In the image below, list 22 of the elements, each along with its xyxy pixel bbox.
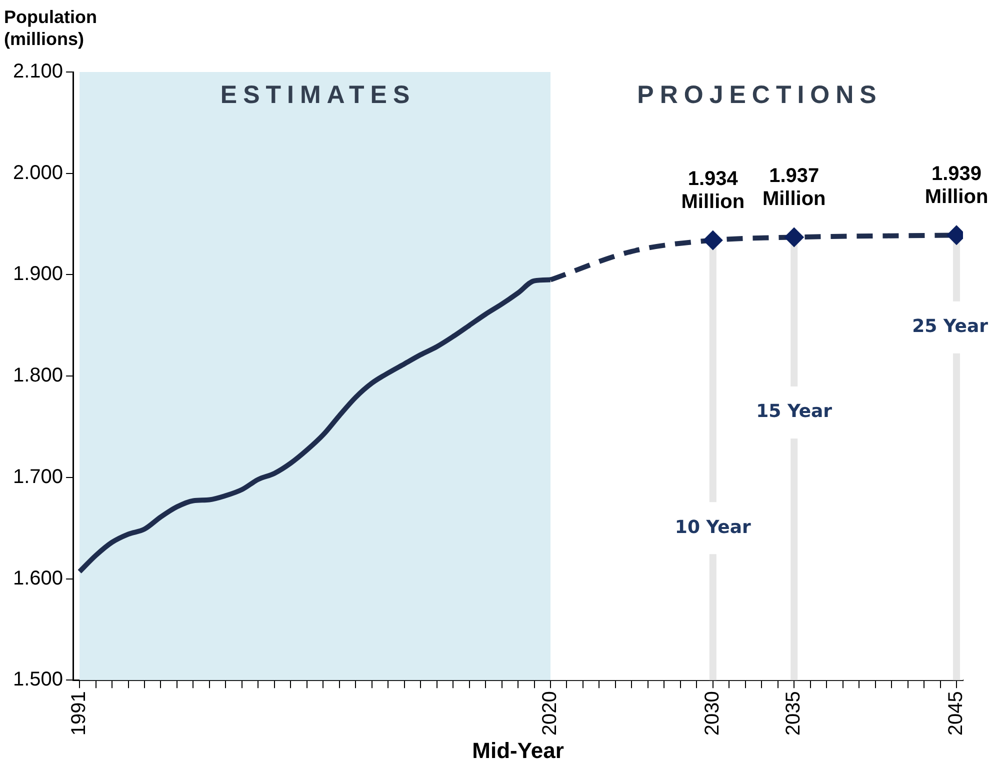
x-axis-title: Mid-Year xyxy=(472,738,564,763)
x-tick-label: 1991 xyxy=(68,691,90,736)
y-tick-label: 2.000 xyxy=(12,162,64,184)
ref-line-label: 15 Year xyxy=(756,401,832,422)
x-tick-label: 2030 xyxy=(701,691,724,736)
y-tick-label: 1.700 xyxy=(12,466,64,488)
band-label: ESTIMATES xyxy=(220,80,416,109)
x-tick-label: 2020 xyxy=(539,691,562,736)
y-tick-label: 1.600 xyxy=(12,567,64,590)
y-tick-label: 1.900 xyxy=(12,263,64,286)
data-label: 1.937 Million xyxy=(762,165,826,210)
x-tick-label: 2035 xyxy=(782,691,805,736)
band-label: PROJECTIONS xyxy=(637,80,882,109)
x-tick-label: 2045 xyxy=(945,691,968,736)
data-label: 1.934 Million xyxy=(681,168,745,214)
y-tick-label: 1.500 xyxy=(12,668,64,691)
y-tick-label: 2.100 xyxy=(12,60,64,83)
y-axis-title: Population (millions) xyxy=(4,6,98,50)
y-tick-label: 1.800 xyxy=(12,364,64,387)
data-label: 1.939 Million xyxy=(924,163,988,208)
ref-line-label: 10 Year xyxy=(674,516,751,538)
ref-line-label: 25 Year xyxy=(912,316,988,338)
